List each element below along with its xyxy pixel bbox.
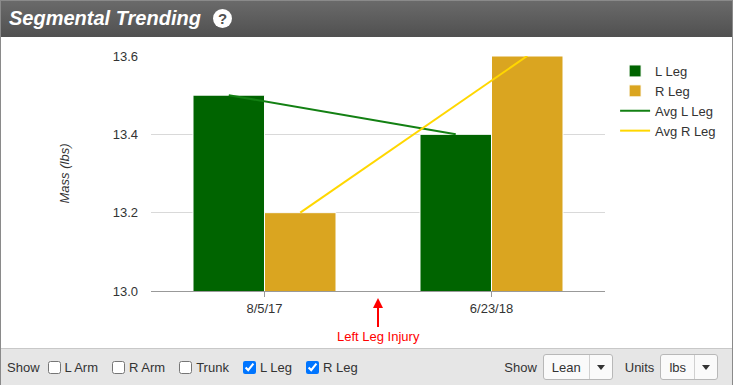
svg-text:Avg L Leg: Avg L Leg — [655, 104, 713, 119]
html-text:lbs: lbs — [669, 359, 686, 375]
html-text:Units: Units — [624, 359, 655, 375]
html-text:Trunk: Trunk — [196, 359, 229, 375]
svg-text:13.2: 13.2 — [113, 205, 138, 220]
svg-text:Mass (lbs): Mass (lbs) — [57, 144, 72, 204]
svg-text:13.0: 13.0 — [113, 284, 138, 299]
html-text:Lean: Lean — [551, 359, 581, 375]
html-text:R Leg: R Leg — [323, 359, 358, 375]
svg-text:8/5/17: 8/5/17 — [246, 301, 282, 316]
svg-text:13.4: 13.4 — [113, 127, 138, 142]
svg-text:Avg R Leg: Avg R Leg — [655, 124, 715, 139]
html-text:L Leg: L Leg — [259, 359, 292, 375]
svg-text:Left Leg Injury: Left Leg Injury — [337, 329, 420, 344]
html-text:L Arm: L Arm — [64, 359, 98, 375]
svg-text:R Leg: R Leg — [655, 84, 690, 99]
html-text:Show: Show — [504, 359, 537, 375]
svg-text:L Leg: L Leg — [655, 64, 687, 79]
html-text:R Arm: R Arm — [129, 359, 166, 375]
html-text:Show: Show — [7, 359, 40, 375]
html-text:Segmental Trending: Segmental Trending — [9, 7, 201, 29]
svg-text:6/23/18: 6/23/18 — [470, 301, 513, 316]
svg-text:13.6: 13.6 — [113, 49, 138, 64]
